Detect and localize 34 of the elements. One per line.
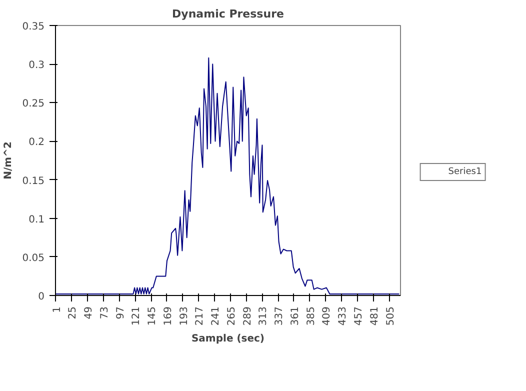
x-tick-label: 97 <box>115 306 126 320</box>
x-axis-title: Sample (sec) <box>191 334 265 345</box>
y-tick-label: 0 <box>38 292 45 302</box>
y-tick-label: 0.3 <box>28 60 45 72</box>
y-tick-label: 0.1 <box>28 214 45 226</box>
chart-title: Dynamic Pressure <box>172 8 284 20</box>
x-tick-label: 1 <box>52 306 63 313</box>
x-tick-label: 505 <box>385 306 396 326</box>
x-tick-label: 73 <box>99 306 110 320</box>
x-tick-label: 313 <box>258 306 270 326</box>
y-tick-label: 0.25 <box>22 98 44 110</box>
x-tick-label: 289 <box>242 306 254 326</box>
x-tick-label: 265 <box>226 306 238 326</box>
text: Series1 <box>448 166 482 176</box>
x-tick-label: 481 <box>369 306 380 326</box>
x-tick-label: 217 <box>194 306 206 326</box>
y-axis-title: N/m^2 <box>3 142 14 180</box>
x-tick-label: 25 <box>68 306 79 320</box>
x-tick-label: 193 <box>178 306 190 326</box>
x-tick-label: 433 <box>338 306 349 326</box>
x-tick-label: 457 <box>354 306 364 326</box>
x-tick-label: 241 <box>210 306 222 326</box>
y-tick-label: 0.35 <box>22 22 44 32</box>
x-tick-label: 337 <box>274 306 286 326</box>
y-tick-label: 0.05 <box>22 252 44 264</box>
x-tick-label: 145 <box>147 306 158 326</box>
y-tick-label: 0.15 <box>22 176 44 187</box>
x-tick-label: 385 <box>306 306 317 326</box>
x-tick-label: 121 <box>131 306 142 326</box>
x-tick-label: 409 <box>322 306 333 326</box>
x-tick-label: 169 <box>162 306 174 326</box>
x-tick-label: 361 <box>290 306 301 326</box>
y-tick-label: 0.2 <box>28 137 45 148</box>
x-tick-label: 49 <box>84 306 95 320</box>
